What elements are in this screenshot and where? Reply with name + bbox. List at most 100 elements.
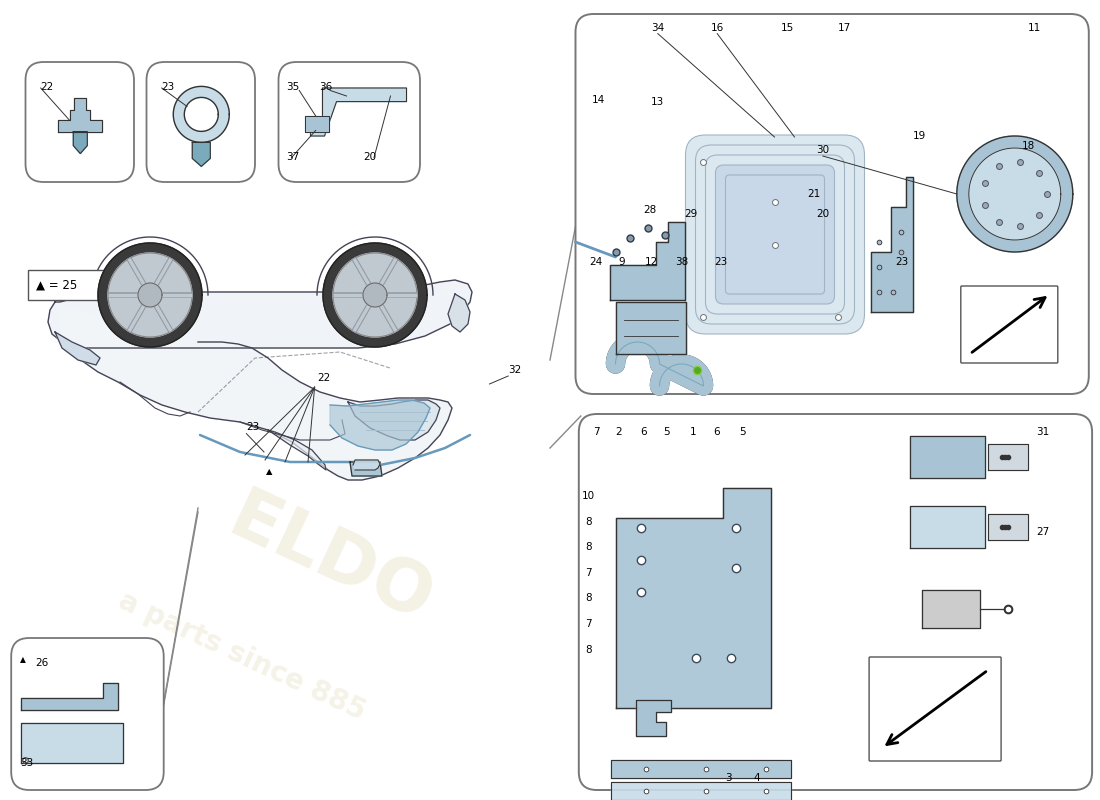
Text: 21: 21 (807, 189, 821, 198)
Polygon shape (969, 148, 1060, 240)
Text: 3: 3 (725, 773, 732, 782)
Polygon shape (48, 280, 472, 348)
Polygon shape (616, 488, 771, 708)
Text: 38: 38 (675, 258, 689, 267)
Text: 23: 23 (162, 82, 175, 92)
Polygon shape (323, 243, 427, 347)
Text: 34: 34 (651, 23, 664, 33)
Text: ▲: ▲ (20, 655, 25, 665)
Text: 9: 9 (618, 258, 625, 267)
Polygon shape (48, 280, 472, 480)
Text: 22: 22 (317, 373, 330, 382)
Polygon shape (910, 436, 986, 478)
FancyBboxPatch shape (685, 135, 865, 334)
Text: 19: 19 (913, 131, 926, 141)
Text: 37: 37 (286, 152, 299, 162)
Text: 17: 17 (838, 23, 851, 33)
Text: 11: 11 (1027, 23, 1041, 33)
FancyBboxPatch shape (11, 638, 164, 790)
Polygon shape (55, 332, 100, 365)
Text: 31: 31 (1036, 427, 1049, 437)
Text: 12: 12 (645, 258, 658, 267)
Text: 6: 6 (713, 427, 719, 437)
Text: 23: 23 (714, 258, 727, 267)
Text: 4: 4 (754, 773, 760, 782)
FancyBboxPatch shape (579, 414, 1092, 790)
Polygon shape (363, 283, 387, 307)
Text: ▲: ▲ (266, 467, 273, 477)
Text: 16: 16 (711, 23, 724, 33)
Text: 2: 2 (615, 427, 622, 437)
Text: 8: 8 (585, 645, 592, 654)
Text: 13: 13 (651, 98, 664, 107)
Polygon shape (609, 222, 684, 300)
Polygon shape (98, 243, 202, 347)
Polygon shape (616, 302, 685, 354)
Polygon shape (957, 136, 1072, 252)
Polygon shape (870, 177, 913, 312)
Polygon shape (138, 283, 162, 307)
Polygon shape (348, 400, 440, 440)
Polygon shape (305, 116, 329, 132)
FancyBboxPatch shape (726, 175, 825, 294)
Polygon shape (192, 142, 210, 166)
Polygon shape (610, 782, 791, 800)
Text: 28: 28 (644, 205, 657, 214)
Text: 22: 22 (41, 82, 54, 92)
Text: 7: 7 (593, 427, 600, 437)
Text: 8: 8 (585, 542, 592, 552)
FancyBboxPatch shape (705, 155, 845, 314)
Polygon shape (21, 683, 118, 710)
Polygon shape (988, 514, 1028, 540)
Text: 8: 8 (585, 594, 592, 603)
Polygon shape (910, 506, 986, 548)
Polygon shape (310, 88, 407, 136)
Text: 5: 5 (663, 427, 670, 437)
Text: 32: 32 (508, 366, 521, 375)
Polygon shape (268, 430, 326, 470)
FancyBboxPatch shape (575, 14, 1089, 394)
Bar (28, 270, 115, 300)
Text: 35: 35 (286, 82, 299, 92)
Polygon shape (922, 590, 980, 628)
Text: 18: 18 (1022, 141, 1035, 150)
Polygon shape (333, 253, 417, 337)
Polygon shape (74, 131, 87, 154)
Text: a parts since 885: a parts since 885 (114, 586, 370, 726)
FancyBboxPatch shape (960, 286, 1058, 363)
Text: 7: 7 (585, 619, 592, 629)
Text: 20: 20 (816, 210, 829, 219)
Text: 27: 27 (1036, 527, 1049, 537)
Polygon shape (353, 460, 380, 470)
Text: 33: 33 (20, 758, 33, 768)
Text: 29: 29 (684, 210, 697, 219)
Text: 20: 20 (363, 152, 376, 162)
FancyBboxPatch shape (715, 165, 835, 304)
FancyBboxPatch shape (695, 145, 855, 324)
Polygon shape (58, 98, 102, 131)
FancyBboxPatch shape (146, 62, 255, 182)
Polygon shape (988, 444, 1028, 470)
Text: ELDO: ELDO (217, 483, 443, 637)
Text: 10: 10 (582, 491, 595, 501)
Polygon shape (330, 400, 430, 450)
Polygon shape (174, 86, 229, 142)
Text: ▲ = 25: ▲ = 25 (36, 278, 77, 291)
Text: 24: 24 (590, 258, 603, 267)
Text: 6: 6 (640, 427, 647, 437)
Polygon shape (636, 700, 671, 736)
FancyBboxPatch shape (869, 657, 1001, 761)
Text: 23: 23 (895, 258, 909, 267)
Polygon shape (108, 253, 192, 337)
Text: 36: 36 (319, 82, 332, 92)
Polygon shape (610, 760, 791, 778)
Polygon shape (350, 462, 382, 476)
Text: 26: 26 (35, 658, 48, 667)
Text: 5: 5 (739, 427, 746, 437)
Text: 1: 1 (690, 427, 696, 437)
FancyBboxPatch shape (278, 62, 420, 182)
Text: 7: 7 (585, 568, 592, 578)
Polygon shape (448, 294, 470, 332)
Polygon shape (21, 723, 123, 763)
Text: 30: 30 (816, 146, 829, 155)
